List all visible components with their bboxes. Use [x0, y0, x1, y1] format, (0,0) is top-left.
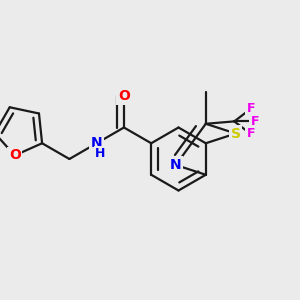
Text: F: F: [247, 102, 255, 115]
Text: O: O: [9, 148, 21, 162]
Text: F: F: [250, 115, 259, 128]
Text: N: N: [170, 158, 182, 172]
Text: O: O: [118, 89, 130, 103]
Text: H: H: [95, 147, 105, 160]
Text: S: S: [231, 127, 241, 140]
Text: F: F: [247, 128, 255, 140]
Text: N: N: [91, 136, 103, 150]
